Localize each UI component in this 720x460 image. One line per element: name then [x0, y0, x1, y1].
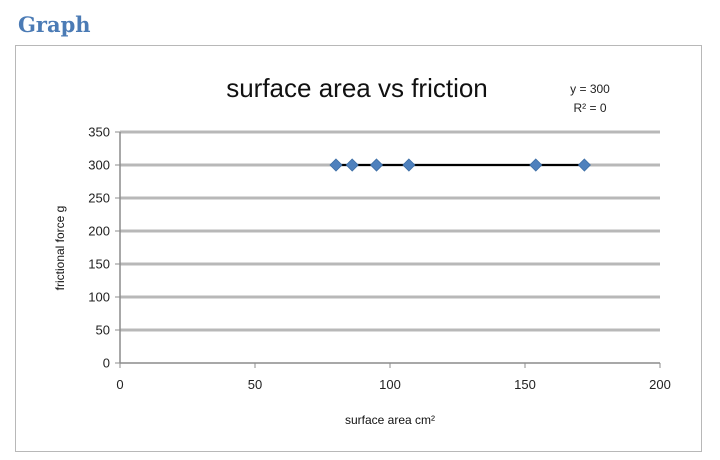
data-point-0-0 — [329, 158, 343, 172]
y-tick-label-250: 250 — [88, 191, 110, 206]
trendline-equation: y = 300 — [570, 82, 610, 96]
data-points — [329, 158, 591, 172]
y-tick-label-150: 150 — [88, 257, 110, 272]
data-point-0-4 — [529, 158, 543, 172]
page-heading: Graph — [18, 12, 91, 37]
y-tick-label-0: 0 — [103, 356, 110, 371]
x-tick-label-200: 200 — [649, 377, 671, 392]
x-tick-label-150: 150 — [514, 377, 536, 392]
x-tick-label-0: 0 — [116, 377, 123, 392]
y-tick-label-300: 300 — [88, 158, 110, 173]
trendline-r-squared: R² = 0 — [573, 101, 606, 115]
y-tick-label-50: 50 — [96, 323, 110, 338]
data-point-0-5 — [577, 158, 591, 172]
y-axis-label: frictional force g — [53, 206, 67, 291]
data-point-0-2 — [369, 158, 384, 172]
x-tick-label-50: 50 — [248, 377, 262, 392]
y-tick-label-200: 200 — [88, 224, 110, 239]
x-axis-label: surface area cm² — [345, 413, 435, 427]
chart-title: surface area vs friction — [226, 73, 488, 103]
tick-labels: 0 50 100 150 200 250 300 350 0 50 100 150 200 — [88, 125, 671, 393]
y-tick-label-100: 100 — [88, 290, 110, 305]
data-point-0-1 — [345, 158, 359, 172]
x-tick-label-100: 100 — [379, 377, 401, 392]
axes — [115, 131, 661, 368]
data-point-0-3 — [402, 158, 416, 172]
y-tick-label-350: 350 — [88, 125, 110, 140]
grid-lines — [120, 130, 660, 332]
chart-frame — [15, 45, 702, 452]
